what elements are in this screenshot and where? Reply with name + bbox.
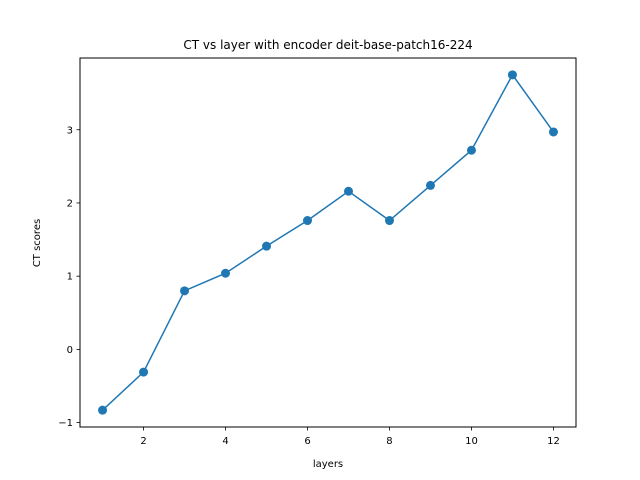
x-tick-label: 6 — [304, 436, 310, 447]
x-tick-label: 12 — [547, 436, 560, 447]
y-axis-label: CT scores — [32, 219, 43, 267]
x-axis-ticks: 2 4 6 8 10 12 — [140, 427, 560, 447]
data-point — [466, 145, 476, 155]
data-point — [548, 127, 558, 137]
x-tick-label: 4 — [222, 436, 228, 447]
chart-title: CT vs layer with encoder deit-base-patch… — [183, 38, 472, 52]
data-point — [507, 70, 517, 80]
data-point — [180, 286, 190, 296]
y-tick-label: −1 — [58, 418, 73, 429]
plot-area — [98, 70, 558, 415]
y-tick-label: 3 — [67, 125, 73, 136]
y-tick-label: 2 — [67, 198, 73, 209]
data-point — [384, 216, 394, 226]
series-line — [102, 73, 555, 411]
data-point — [262, 241, 272, 251]
x-tick-label: 2 — [140, 436, 146, 447]
data-point — [343, 186, 353, 196]
data-point — [221, 268, 231, 278]
plot-frame — [79, 57, 577, 428]
data-point — [303, 216, 313, 226]
data-point — [139, 367, 149, 377]
data-point — [98, 405, 108, 415]
y-tick-label: 1 — [67, 272, 73, 283]
data-point — [425, 180, 435, 190]
x-axis-label: layers — [313, 459, 343, 470]
y-tick-label: 0 — [67, 345, 73, 356]
x-tick-label: 10 — [465, 436, 478, 447]
x-tick-label: 8 — [386, 436, 392, 447]
y-axis-ticks: −1 0 1 2 3 — [58, 125, 80, 429]
